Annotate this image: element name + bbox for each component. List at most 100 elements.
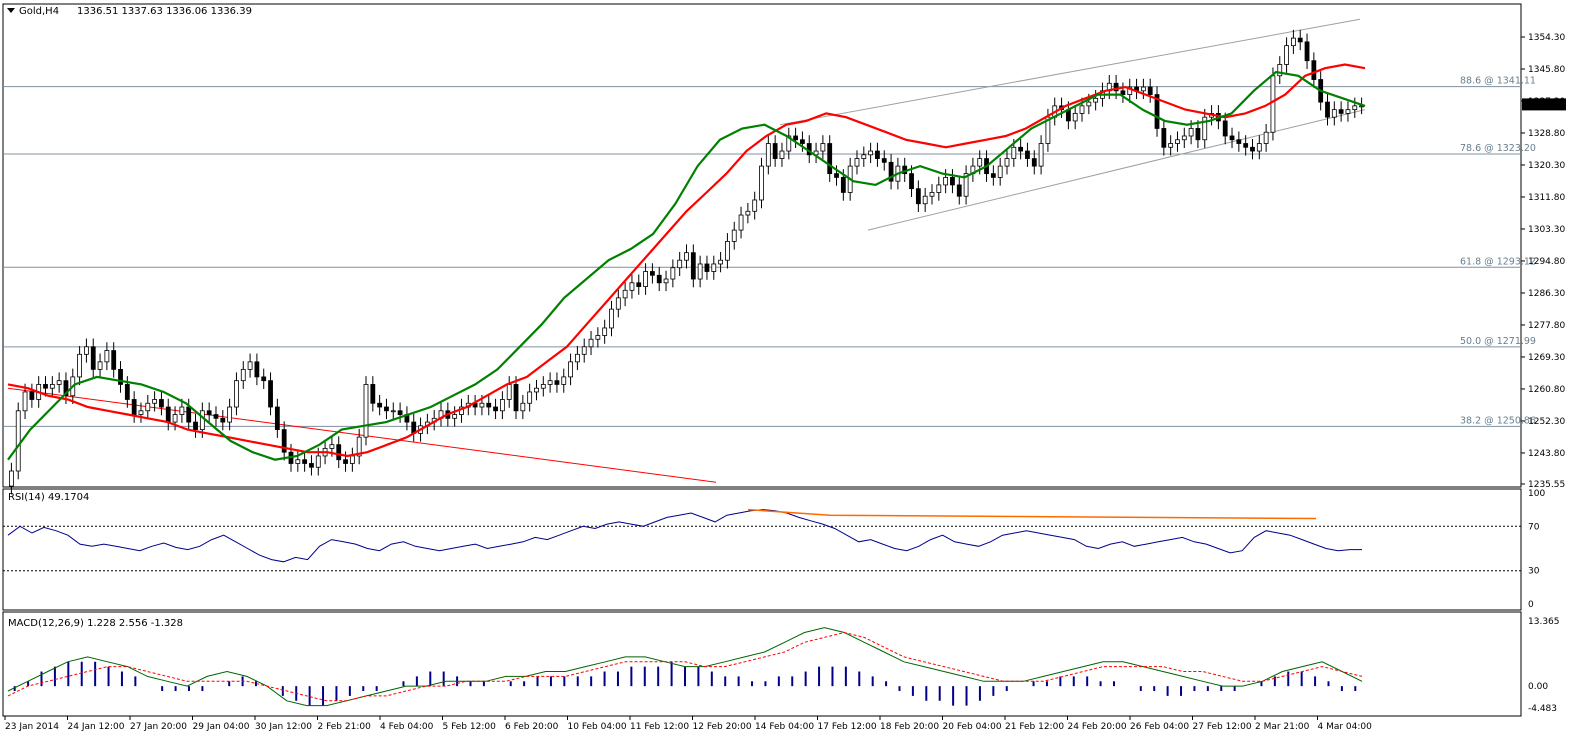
candle <box>411 413 417 442</box>
time-tick-label: 12 Feb 20:00 <box>693 722 752 732</box>
candle-body <box>1011 146 1017 159</box>
candle <box>1290 29 1296 54</box>
candle <box>547 372 553 393</box>
candle-body <box>636 282 642 287</box>
candle <box>227 398 233 431</box>
candle-body <box>29 391 35 400</box>
candle-body <box>452 414 458 419</box>
candle-body <box>1086 101 1092 107</box>
candle-body <box>540 384 546 389</box>
candle <box>77 346 83 386</box>
channel-lower <box>867 109 1366 231</box>
candle-body <box>943 176 949 186</box>
candle-body <box>479 402 485 408</box>
candle <box>1277 56 1283 85</box>
candle-body <box>752 199 758 212</box>
candle-body <box>963 173 969 197</box>
candle <box>1338 101 1344 122</box>
candle <box>697 255 703 288</box>
time-tick-label: 27 Feb 12:00 <box>1193 722 1252 732</box>
candle-body <box>397 410 403 415</box>
candle-body <box>615 297 621 310</box>
candle-body <box>534 387 539 393</box>
price-panel <box>2 3 1522 488</box>
time-tick-label: 2 Mar 21:00 <box>1255 722 1310 732</box>
candle <box>22 383 28 420</box>
candle-body <box>1243 143 1249 148</box>
dropdown-triangle-icon[interactable] <box>7 8 15 13</box>
candle-body <box>554 380 560 385</box>
rsi-header: RSI(14) 49.1704 <box>8 492 89 503</box>
candle <box>138 402 144 423</box>
candle-body <box>499 399 505 412</box>
candle <box>888 154 894 190</box>
candle <box>820 135 826 160</box>
candle <box>827 135 833 182</box>
candle <box>1127 78 1133 103</box>
candle-body <box>1031 158 1037 167</box>
time-tick-label: 24 Feb 20:00 <box>1068 722 1127 732</box>
macd-panel <box>2 611 1522 717</box>
candle <box>1154 86 1160 137</box>
candle <box>1345 101 1351 122</box>
time-tick-label: 30 Jan 12:00 <box>255 722 312 732</box>
macd-tick-label: 13.365 <box>1528 617 1560 627</box>
price-tick-label: 1286.30 <box>1528 289 1565 299</box>
candle <box>1072 105 1078 130</box>
candle-body <box>220 417 226 423</box>
candle-body <box>1229 135 1235 141</box>
candle <box>1168 135 1174 156</box>
candle <box>1147 78 1153 103</box>
price-tick-label: 1354.30 <box>1528 33 1565 43</box>
candle <box>738 206 744 239</box>
candle <box>1304 33 1310 69</box>
symbol-label: Gold,H4 <box>19 6 59 17</box>
candle-body <box>356 436 362 457</box>
time-tick-label: 21 Feb 12:00 <box>1005 722 1064 732</box>
candle <box>1038 135 1044 175</box>
macd-series: 13.365 0.00 -4.483 <box>7 617 1560 714</box>
candle-body <box>193 421 198 431</box>
candle-body <box>179 406 185 415</box>
candle-body <box>124 384 130 400</box>
candle-body <box>159 399 164 408</box>
time-tick-label: 14 Feb 04:00 <box>755 722 814 732</box>
moving-averages <box>7 63 1366 461</box>
candle <box>1140 78 1146 100</box>
candle <box>534 379 539 401</box>
candle-body <box>1304 41 1310 62</box>
candle <box>854 150 860 175</box>
candle-body <box>506 384 512 400</box>
candle <box>1202 108 1208 149</box>
candle-body <box>561 376 567 385</box>
current-price-label: 1336.39 <box>1526 100 1563 110</box>
candle <box>595 327 601 348</box>
candle-body <box>329 444 335 449</box>
candle-body <box>520 402 526 412</box>
candle <box>1311 52 1317 88</box>
candle <box>1352 97 1358 118</box>
candle-body <box>1345 109 1351 114</box>
candle-body <box>118 368 123 385</box>
candle <box>643 263 648 295</box>
candle <box>588 330 594 356</box>
time-tick-label: 18 Feb 20:00 <box>880 722 939 732</box>
candle <box>602 319 608 344</box>
candle <box>813 142 819 164</box>
candle <box>677 251 683 277</box>
candle-body <box>581 346 587 355</box>
candle <box>193 413 198 438</box>
fib-label: 88.6 @ 1341.11 <box>1460 76 1536 87</box>
candle-body <box>990 173 996 178</box>
time-tick-label: 29 Jan 04:00 <box>193 722 250 732</box>
candle-body <box>43 384 48 389</box>
candle <box>9 462 14 495</box>
current-price-tag <box>1522 98 1566 111</box>
candle-body <box>950 176 955 186</box>
trendline-down <box>7 387 717 483</box>
candle-body <box>274 406 280 431</box>
candle-body <box>772 143 778 159</box>
candle-body <box>765 143 771 167</box>
candle-body <box>309 463 314 468</box>
